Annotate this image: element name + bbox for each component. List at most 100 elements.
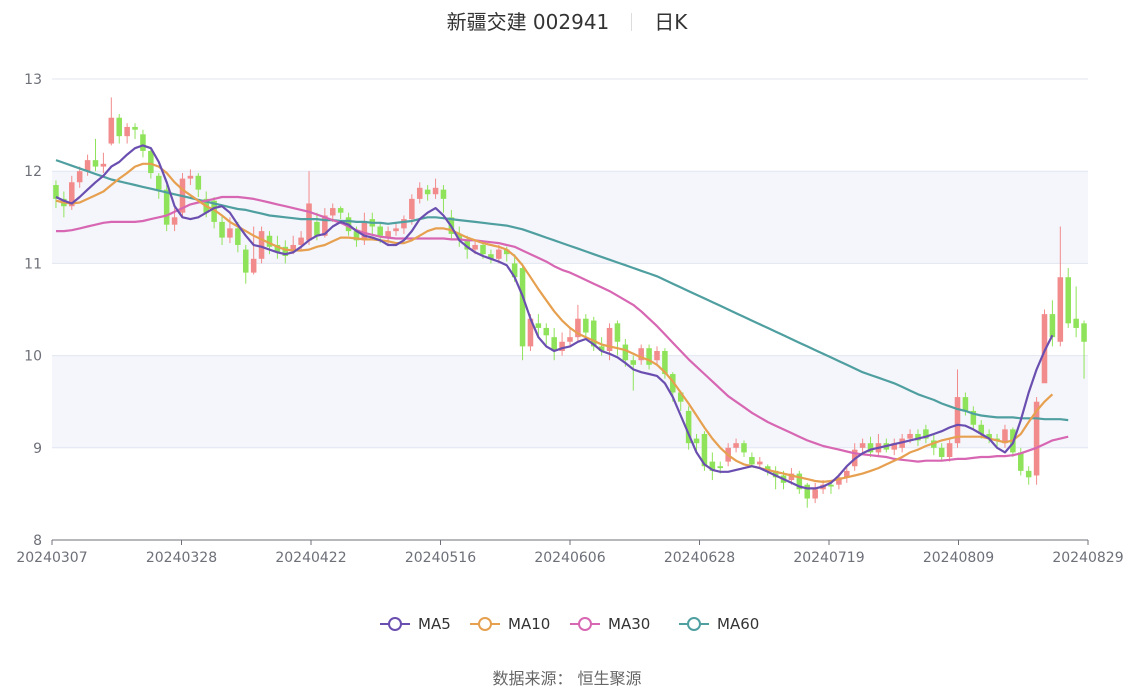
candle-body [583,318,589,333]
candle [424,185,431,201]
y-tick-label: 10 [24,349,42,365]
candle-body [148,150,154,174]
legend-label: MA10 [508,615,550,633]
candle [187,169,194,186]
candle-body [92,160,99,167]
candle [76,166,83,188]
x-tick-label: 20240829 [1052,550,1123,566]
candle [583,314,589,340]
candle-body [575,318,581,338]
candle-body [1073,318,1079,328]
x-tick-label: 20240328 [146,550,217,566]
y-tick-label: 9 [33,441,42,457]
ma-lines [55,144,1069,490]
candle-body [946,443,953,458]
legend-label: MA30 [608,615,650,633]
candle [1065,268,1071,328]
legend-item-ma30[interactable]: MA30 [570,615,650,633]
candle-body [741,443,747,453]
candle [116,114,122,144]
candle-body [749,457,755,465]
x-tick-label: 20240606 [534,550,605,566]
candle [749,452,755,467]
candle [551,327,557,361]
candle [891,438,898,456]
ma10-line [55,162,1054,483]
legend[interactable]: MA5 MA10 MA30 MA60 [380,615,759,633]
legend-item-ma5[interactable]: MA5 [380,615,451,633]
candle-body [353,231,360,241]
candle-body [559,341,565,351]
candle-body [416,187,423,199]
candle [456,226,463,247]
legend-item-ma60[interactable]: MA60 [679,615,759,633]
candle-body [923,429,929,439]
x-axis: 20240307 20240328 20240422 20240516 20240606… [16,539,1124,566]
candle-body [116,117,122,137]
candle-body [701,433,708,467]
candle-body [227,228,233,238]
x-tick-label: 20240516 [405,550,476,566]
y-tick-label: 13 [24,72,42,88]
candle-body [662,350,668,375]
candle-body [772,470,779,478]
candle [1025,466,1032,485]
candle-body [1049,314,1056,338]
candle [575,304,581,342]
candle [567,327,573,347]
candle [535,314,542,338]
candle-body [187,175,194,179]
candle-body [828,484,834,487]
candle [1049,300,1056,347]
candle [812,482,818,504]
candle-body [242,249,249,273]
ma60-line [55,159,1069,422]
x-tick-label: 20240307 [16,550,87,566]
candle-body [1057,277,1064,342]
candle-body [567,337,573,342]
candle [772,466,779,490]
legend-label: MA5 [418,615,451,633]
legend-marker [478,617,492,631]
candle-body [907,433,913,439]
candle-body [195,175,202,190]
grid-lines [52,78,1088,449]
candle [242,244,249,284]
candle [844,466,850,483]
candle [92,138,99,172]
candle-body [211,200,217,222]
candle [638,344,644,365]
candle [970,406,977,430]
candle [409,194,415,225]
candle [100,152,107,174]
candle-body [859,443,866,448]
y-tick-label: 8 [33,533,42,549]
candle [1073,286,1079,338]
candle-body [219,221,225,238]
candle-body [590,320,597,347]
candle [140,129,146,158]
candle-body [1081,323,1087,342]
candle-body [717,466,724,469]
candle-body [551,337,557,351]
candle [282,240,289,264]
candle [211,197,217,229]
candle [986,429,992,444]
candle-body [511,263,518,278]
legend-item-ma10[interactable]: MA10 [470,615,550,633]
candle-body [938,447,945,458]
candle-body [503,249,510,255]
candle-body [970,410,977,425]
candle [393,221,399,236]
candle-body [377,226,383,236]
candle-body [954,397,961,444]
candle-body [630,360,637,365]
candle [496,244,502,264]
candle-body [306,203,312,241]
candle-body [361,221,368,241]
candle [1081,320,1087,379]
candle-body [100,163,107,167]
candle-body [171,217,178,225]
candle-body [891,443,898,450]
